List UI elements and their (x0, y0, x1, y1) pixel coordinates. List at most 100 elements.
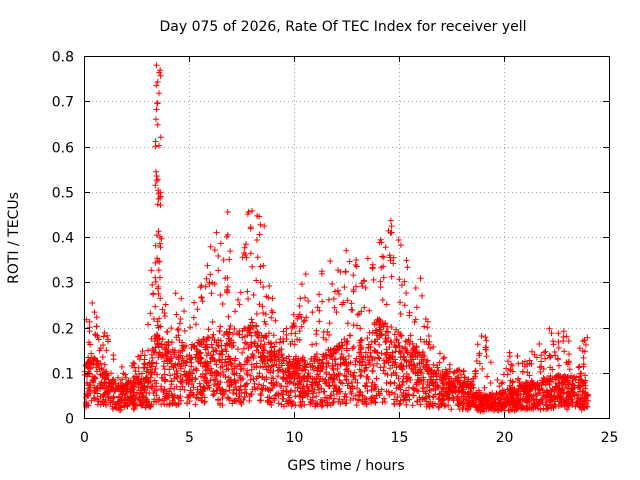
data-point (295, 364, 302, 371)
data-point (232, 308, 239, 315)
data-point (427, 399, 434, 406)
data-point (462, 389, 469, 396)
y-tick-label: 0.7 (52, 95, 74, 111)
data-point (452, 389, 459, 396)
data-point (218, 359, 225, 366)
data-point (231, 377, 238, 384)
data-point (519, 360, 526, 367)
data-point (280, 403, 287, 410)
data-point (151, 332, 158, 339)
data-point (248, 366, 255, 373)
data-point (331, 345, 338, 352)
data-point (412, 364, 419, 371)
data-point (344, 365, 351, 372)
data-point (573, 399, 580, 406)
data-point (208, 290, 215, 297)
data-point (349, 345, 356, 352)
data-point (322, 394, 329, 401)
data-point (274, 373, 281, 380)
data-point (273, 391, 280, 398)
data-point (576, 396, 583, 403)
data-point (365, 376, 372, 383)
data-point (386, 391, 393, 398)
data-point (149, 355, 156, 362)
data-point (386, 344, 393, 351)
data-point (446, 380, 453, 387)
data-point (213, 229, 220, 236)
data-point (325, 296, 332, 303)
data-point (302, 389, 309, 396)
data-point (397, 299, 404, 306)
data-point (347, 332, 354, 339)
data-point (230, 397, 237, 404)
data-point (175, 326, 182, 333)
data-point (247, 391, 254, 398)
data-point (142, 375, 149, 382)
data-point (403, 401, 410, 408)
data-point (177, 365, 184, 372)
data-point (132, 368, 139, 375)
data-point (86, 364, 93, 371)
data-point (197, 383, 204, 390)
data-point (131, 364, 138, 371)
data-point (109, 379, 116, 386)
data-point (268, 401, 275, 408)
data-point (102, 373, 109, 380)
data-point (331, 385, 338, 392)
data-point (97, 393, 104, 400)
data-point (342, 400, 349, 407)
data-point (145, 347, 152, 354)
data-point (148, 369, 155, 376)
data-point (325, 382, 332, 389)
x-tick-label: 15 (391, 430, 409, 446)
data-point (197, 373, 204, 380)
data-point (215, 253, 222, 260)
data-point (264, 386, 271, 393)
data-point (262, 311, 269, 318)
data-point (203, 352, 210, 359)
data-point (312, 403, 319, 410)
data-point (154, 121, 161, 128)
data-point (203, 275, 210, 282)
data-point (357, 373, 364, 380)
data-point (483, 353, 490, 360)
data-point (292, 402, 299, 409)
data-point (322, 380, 329, 387)
data-point (271, 353, 278, 360)
data-point (318, 396, 325, 403)
data-point (291, 323, 298, 330)
data-point (210, 351, 217, 358)
data-point (298, 281, 305, 288)
data-point (152, 182, 159, 189)
data-point (402, 393, 409, 400)
data-point (347, 371, 354, 378)
y-tick-label: 0.8 (52, 50, 74, 66)
data-point (198, 282, 205, 289)
data-point (301, 401, 308, 408)
data-point (383, 301, 390, 308)
data-point (352, 283, 359, 290)
data-point (377, 324, 384, 331)
data-point (196, 380, 203, 387)
data-point (552, 352, 559, 359)
data-point (524, 380, 531, 387)
data-point (214, 378, 221, 385)
data-point (280, 328, 287, 335)
data-point (317, 376, 324, 383)
data-point (327, 258, 334, 265)
data-point (356, 366, 363, 373)
data-point (217, 337, 224, 344)
data-point (260, 345, 267, 352)
data-point (181, 327, 188, 334)
data-point (440, 380, 447, 387)
data-point (178, 379, 185, 386)
data-point (579, 388, 586, 395)
data-point (323, 371, 330, 378)
data-point (223, 366, 230, 373)
data-point (555, 338, 562, 345)
data-point (573, 374, 580, 381)
data-point (116, 393, 123, 400)
data-point (228, 344, 235, 351)
data-point (452, 383, 459, 390)
data-point (436, 359, 443, 366)
